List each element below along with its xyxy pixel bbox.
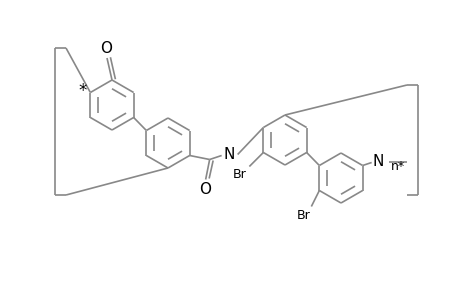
Text: *: * — [78, 82, 86, 100]
Text: O: O — [100, 40, 112, 56]
Text: O: O — [198, 182, 210, 197]
Text: Br: Br — [296, 209, 309, 222]
Text: N: N — [372, 154, 384, 169]
Text: N: N — [224, 147, 235, 162]
Text: n*: n* — [390, 160, 404, 173]
Text: Br: Br — [232, 168, 246, 181]
